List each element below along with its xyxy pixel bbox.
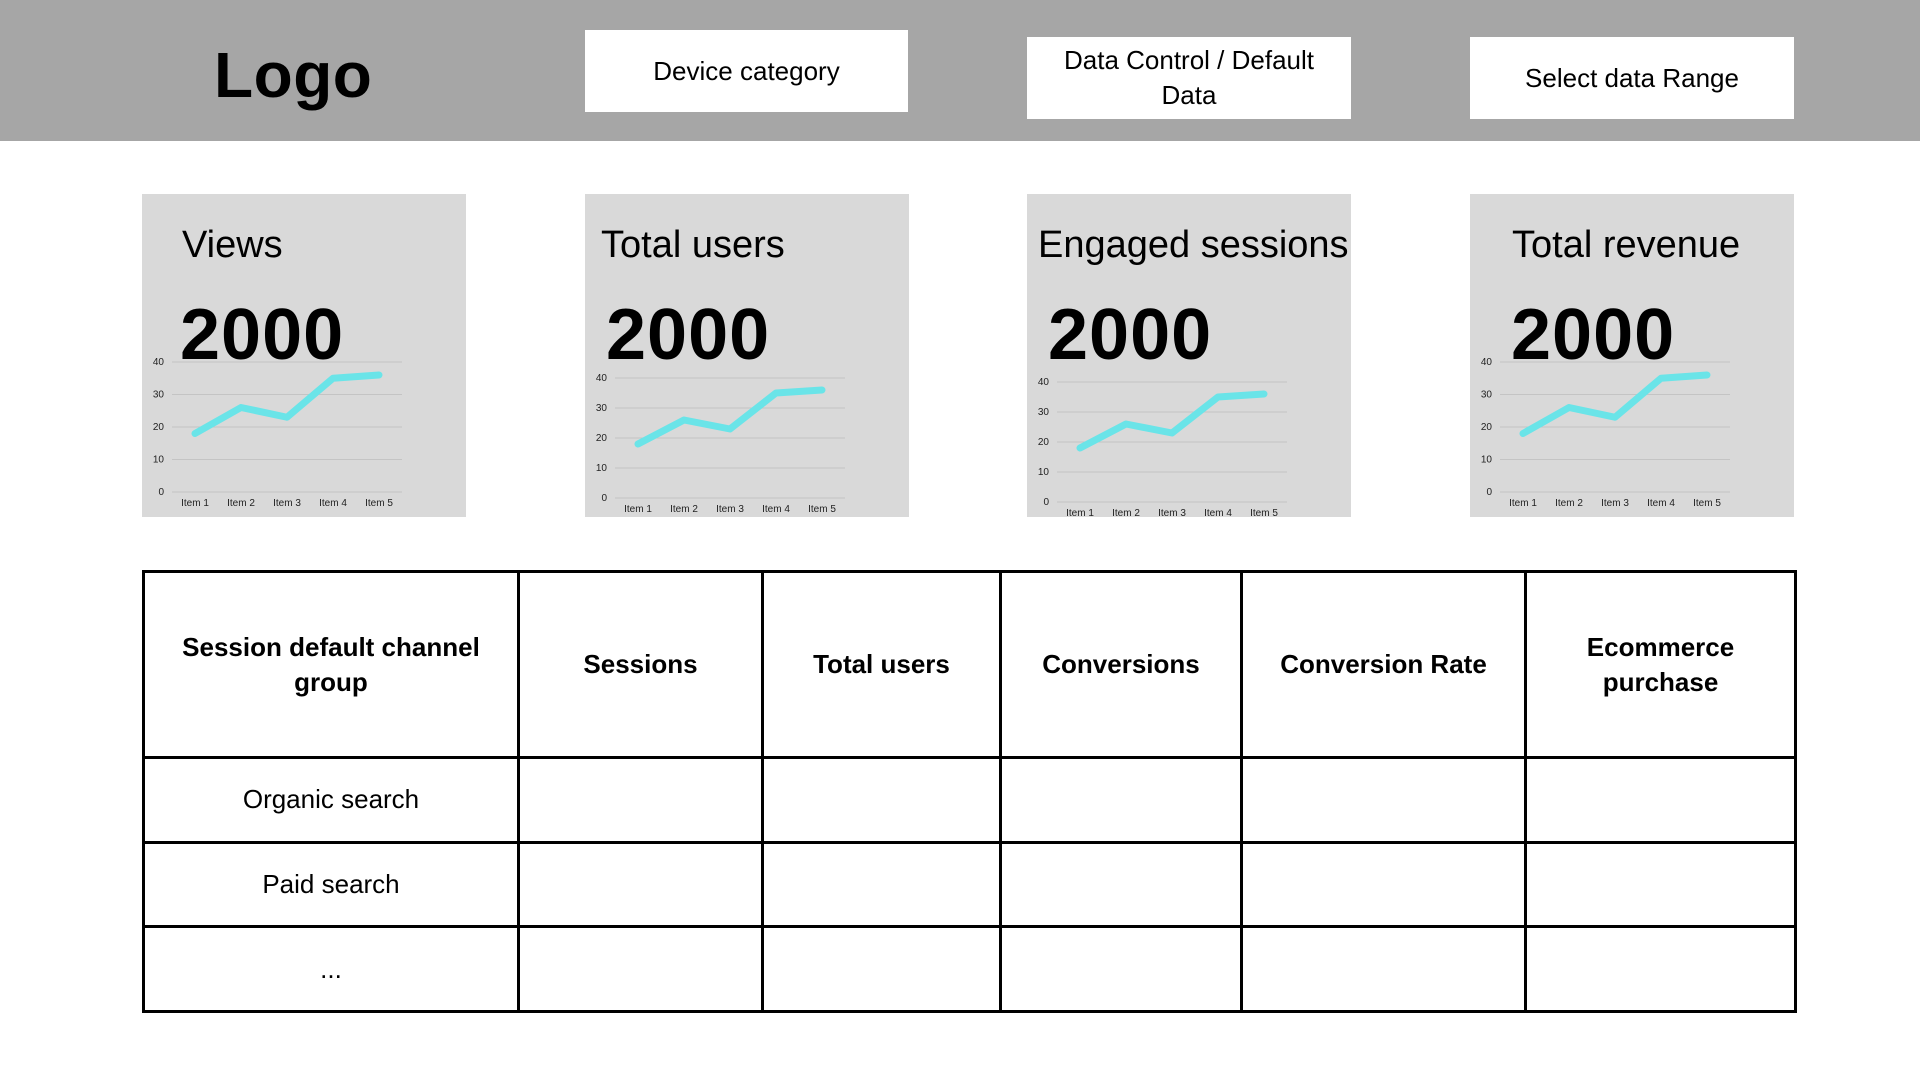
x-tick-label: Item 5 <box>365 498 393 509</box>
y-tick-label: 20 <box>1481 422 1493 433</box>
x-tick-label: Item 2 <box>670 504 698 515</box>
logo: Logo <box>214 39 373 111</box>
metric-title: Engaged sessions <box>1038 224 1349 266</box>
x-tick-label: Item 1 <box>1066 508 1094 517</box>
sparkline-chart: 0 10 20 30 40 Item 1 Item 2 Item 3 Item 4 Item 5 <box>153 357 402 509</box>
x-tick-label: Item 2 <box>1555 498 1583 509</box>
y-tick-label: 40 <box>153 357 165 368</box>
table-cell: Paid search <box>142 840 520 929</box>
y-tick-label: 0 <box>1486 487 1492 498</box>
table-cell <box>1240 925 1527 1013</box>
y-tick-label: 40 <box>1038 377 1050 388</box>
y-tick-label: 10 <box>153 455 165 466</box>
y-tick-label: 10 <box>1481 455 1493 466</box>
x-tick-label: Item 5 <box>1250 508 1278 517</box>
metric-card-engaged-sessions: Engaged sessions 2000 0 10 20 30 40 Item 1 Ite… <box>1027 194 1351 517</box>
series-line <box>634 386 826 448</box>
y-tick-label: 30 <box>1481 390 1493 401</box>
x-tick-label: Item 2 <box>1112 508 1140 517</box>
x-tick-label: Item 5 <box>1693 498 1721 509</box>
column-header-conversion-rate: Conversion Rate <box>1240 570 1527 759</box>
table-cell <box>517 925 764 1013</box>
y-tick-label: 30 <box>1038 407 1050 418</box>
y-tick-label: 40 <box>1481 357 1493 368</box>
date-range-button[interactable]: Select data Range <box>1470 37 1794 119</box>
metric-title: Total users <box>601 224 785 266</box>
table-cell <box>1524 925 1797 1013</box>
table-cell <box>761 925 1002 1013</box>
series-line <box>191 371 383 437</box>
column-header-sessions: Sessions <box>517 570 764 759</box>
table-cell: Organic search <box>142 756 520 844</box>
y-tick-label: 30 <box>153 390 165 401</box>
x-tick-label: Item 3 <box>716 504 744 515</box>
metric-card-views: Views 2000 0 10 20 30 40 Item 1 Item 2 Item 3 It… <box>142 194 466 517</box>
y-tick-label: 0 <box>601 493 607 504</box>
y-tick-label: 30 <box>596 403 608 414</box>
column-header-ecommerce-purchase: Ecommerce purchase <box>1524 570 1797 759</box>
device-category-button[interactable]: Device category <box>585 30 908 112</box>
y-tick-label: 20 <box>1038 437 1050 448</box>
metric-card-total-revenue: Total revenue 2000 0 10 20 30 40 Item 1 Item 2… <box>1470 194 1794 517</box>
metric-title: Total revenue <box>1512 224 1741 266</box>
column-header-total-users: Total users <box>761 570 1002 759</box>
y-tick-label: 20 <box>153 422 165 433</box>
x-tick-label: Item 3 <box>1601 498 1629 509</box>
y-tick-label: 40 <box>596 373 608 384</box>
metric-value: 2000 <box>606 295 771 375</box>
table-row: ... <box>142 925 1797 1013</box>
top-bar: Logo Device category Data Control / Defa… <box>0 0 1920 141</box>
table-cell <box>517 756 764 844</box>
sparkline-chart: 0 10 20 30 40 Item 1 Item 2 Item 3 Item 4 Item 5 <box>596 373 845 515</box>
table-cell <box>1524 840 1797 929</box>
table-cell <box>517 840 764 929</box>
table-cell <box>1524 756 1797 844</box>
x-tick-label: Item 5 <box>808 504 836 515</box>
table-cell <box>999 925 1243 1013</box>
y-tick-label: 0 <box>158 487 164 498</box>
table-row: Paid search <box>142 840 1797 929</box>
table-cell <box>761 756 1002 844</box>
column-header-conversions: Conversions <box>999 570 1243 759</box>
table-cell: ... <box>142 925 520 1013</box>
y-tick-label: 20 <box>596 433 608 444</box>
channel-report-table: Session default channel group Sessions T… <box>142 570 1797 1013</box>
x-tick-label: Item 4 <box>319 498 347 509</box>
x-tick-label: Item 1 <box>181 498 209 509</box>
metric-title: Views <box>182 224 283 266</box>
table-cell <box>1240 840 1527 929</box>
series-line <box>1076 390 1268 452</box>
series-line <box>1519 371 1711 437</box>
y-tick-label: 10 <box>596 463 608 474</box>
metric-value: 2000 <box>1048 295 1213 375</box>
table-cell <box>1240 756 1527 844</box>
x-tick-label: Item 3 <box>273 498 301 509</box>
x-tick-label: Item 1 <box>624 504 652 515</box>
metric-card-total-users: Total users 2000 0 10 20 30 40 Item 1 Item 2 It… <box>585 194 909 517</box>
x-tick-label: Item 3 <box>1158 508 1186 517</box>
table-cell <box>761 840 1002 929</box>
x-tick-label: Item 2 <box>227 498 255 509</box>
table-header-row: Session default channel group Sessions T… <box>142 570 1797 759</box>
y-tick-label: 10 <box>1038 467 1050 478</box>
table-cell <box>999 840 1243 929</box>
x-tick-label: Item 1 <box>1509 498 1537 509</box>
x-tick-label: Item 4 <box>762 504 790 515</box>
x-tick-label: Item 4 <box>1647 498 1675 509</box>
x-tick-label: Item 4 <box>1204 508 1232 517</box>
y-tick-label: 0 <box>1043 497 1049 508</box>
sparkline-chart: 0 10 20 30 40 Item 1 Item 2 Item 3 Item 4 Item 5 <box>1481 357 1730 509</box>
table-row: Organic search <box>142 756 1797 844</box>
table-cell <box>999 756 1243 844</box>
column-header-channel-group: Session default channel group <box>142 570 520 759</box>
data-control-button[interactable]: Data Control / Default Data <box>1027 37 1351 119</box>
sparkline-chart: 0 10 20 30 40 Item 1 Item 2 Item 3 Item 4 Item 5 <box>1038 377 1287 517</box>
